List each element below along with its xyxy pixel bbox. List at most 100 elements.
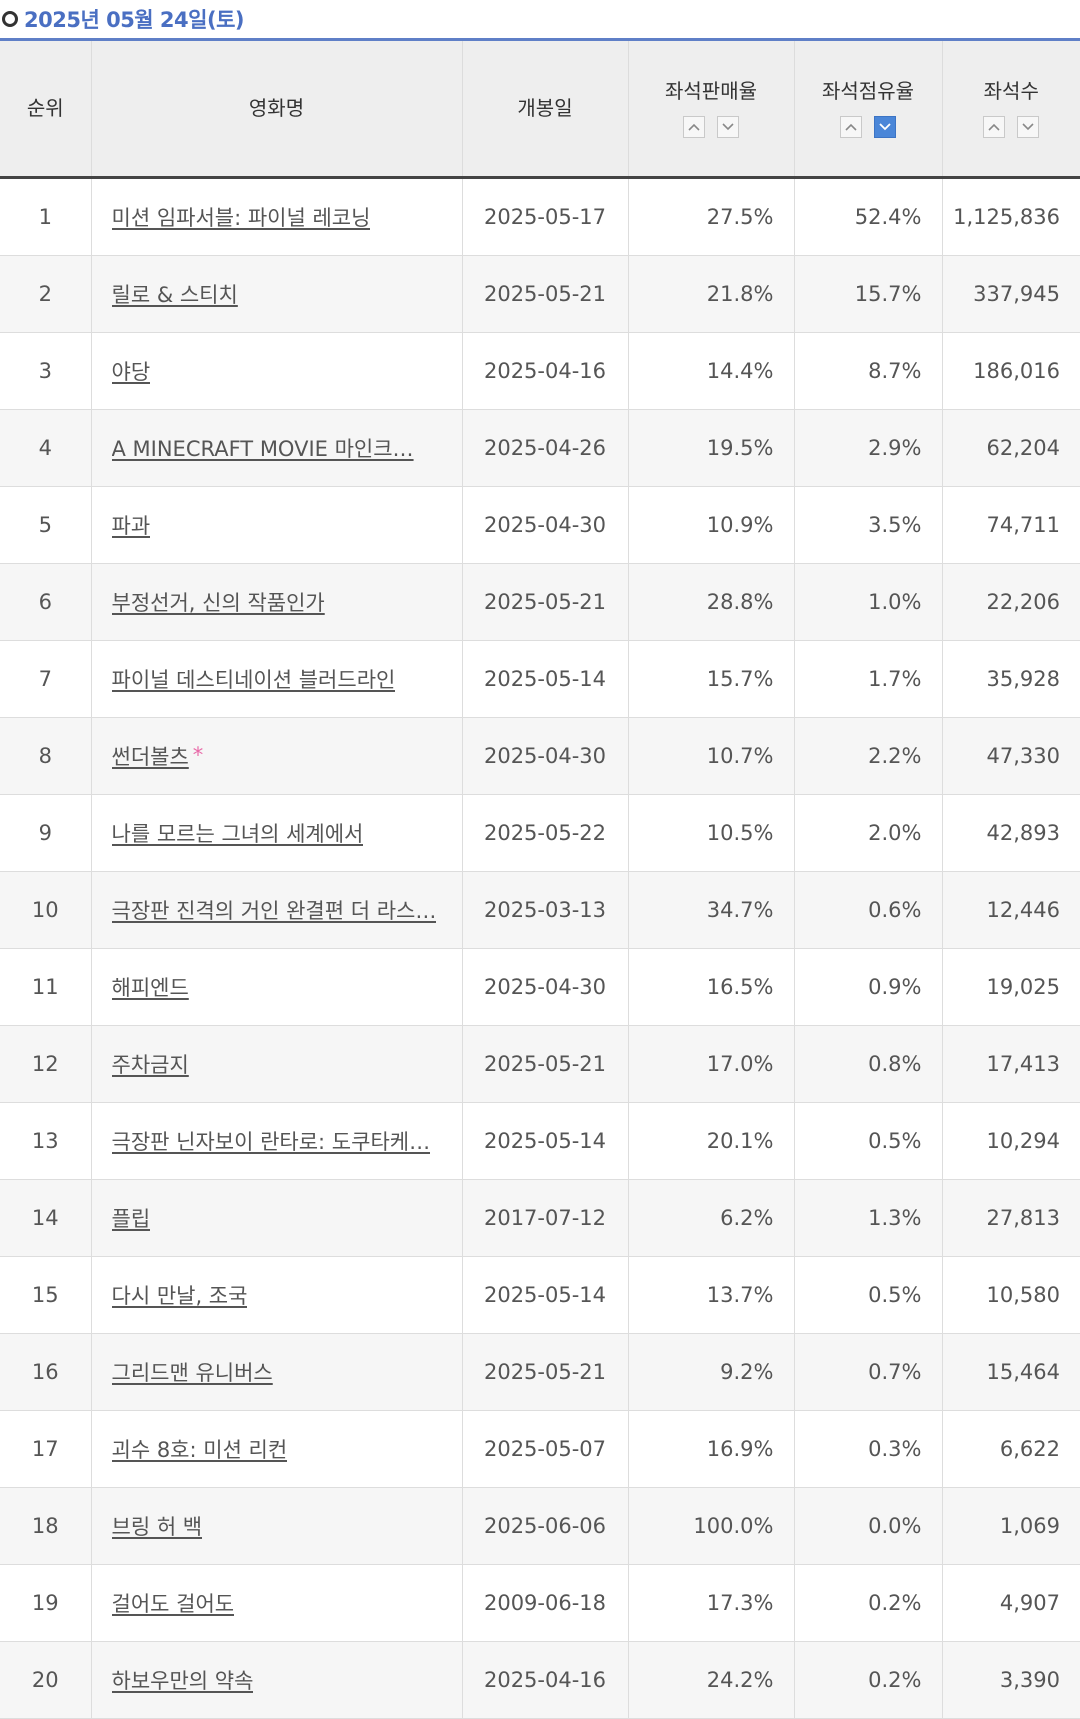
table-header-row: 순위 영화명 개봉일 좌석판매율 좌석점유율 좌석수 [0,41,1080,179]
movie-title-link[interactable]: 썬더볼츠 [111,745,189,769]
sales-rate-cell: 27.5% [628,177,795,256]
table-row: 11 해피엔드 2025-04-30 16.5% 0.9% 19,025 [0,948,1080,1026]
seats-cell: 186,016 [942,332,1080,410]
table-row: 4 A MINECRAFT MOVIE 마인크… 2025-04-26 19.5% 2.… [0,409,1080,487]
share-cell: 0.0% [794,1487,943,1565]
seats-cell: 42,893 [942,794,1080,872]
share-cell: 1.0% [794,563,943,641]
sort-asc-share-button[interactable] [840,116,862,138]
movie-title-link[interactable]: 괴수 8호: 미션 리컨 [111,1438,288,1462]
table-row: 9 나를 모르는 그녀의 세계에서 2025-05-22 10.5% 2.0% 42,89… [0,794,1080,872]
release-date-cell: 2025-04-26 [462,409,629,487]
sales-rate-cell: 17.3% [628,1564,795,1642]
release-date-cell: 2025-03-13 [462,871,629,949]
table-row: 1 미션 임파서블: 파이널 레코닝 2025-05-17 27.5% 52.4% 1,1… [0,177,1080,256]
movie-title-link[interactable]: 부정선거, 신의 작품인가 [111,591,325,615]
title-cell: 다시 만날, 조국 [91,1256,463,1334]
seats-cell: 12,446 [942,871,1080,949]
share-cell: 0.5% [794,1256,943,1334]
movie-title-link[interactable]: 나를 모르는 그녀의 세계에서 [111,822,364,846]
share-cell: 0.6% [794,871,943,949]
seats-cell: 17,413 [942,1025,1080,1103]
movie-title-link[interactable]: 극장판 닌자보이 란타로: 도쿠타케… [111,1130,431,1154]
share-cell: 2.9% [794,409,943,487]
movie-title-link[interactable]: 야당 [111,360,151,384]
sort-desc-share-button[interactable] [874,116,896,138]
chevron-down-icon [1022,123,1034,131]
title-cell: 괴수 8호: 미션 리컨 [91,1410,463,1488]
seats-cell: 3,390 [942,1641,1080,1719]
chevron-down-icon [722,123,734,131]
release-date-cell: 2025-05-22 [462,794,629,872]
release-date-cell: 2025-05-21 [462,563,629,641]
sort-desc-sales-rate-button[interactable] [717,116,739,138]
chevron-up-icon [688,123,700,131]
movie-title-link[interactable]: 플립 [111,1207,151,1231]
table-row: 17 괴수 8호: 미션 리컨 2025-05-07 16.9% 0.3% 6,622 [0,1410,1080,1488]
movie-title-link[interactable]: 다시 만날, 조국 [111,1284,248,1308]
chevron-up-icon [845,123,857,131]
sort-asc-seats-button[interactable] [983,116,1006,138]
table-row: 3 야당 2025-04-16 14.4% 8.7% 186,016 [0,332,1080,410]
table-row: 8 썬더볼츠 * 2025-04-30 10.7% 2.2% 47,330 [0,717,1080,795]
movie-title-link[interactable]: 걸어도 걸어도 [111,1592,235,1616]
seats-cell: 10,580 [942,1256,1080,1334]
sales-rate-cell: 100.0% [628,1487,795,1565]
title-cell: 주차금지 [91,1025,463,1103]
movie-title-link[interactable]: 파이널 데스티네이션 블러드라인 [111,668,396,692]
title-cell: 부정선거, 신의 작품인가 [91,563,463,641]
title-cell: 하보우만의 약속 [91,1641,463,1719]
title-cell: 파이널 데스티네이션 블러드라인 [91,640,463,718]
sort-asc-sales-rate-button[interactable] [683,116,705,138]
movie-title-link[interactable]: 미션 임파서블: 파이널 레코닝 [111,206,371,230]
col-header-seats: 좌석수 [942,41,1080,179]
movie-title-link[interactable]: 해피엔드 [111,976,189,1000]
col-header-title: 영화명 [91,41,463,179]
rank-cell: 5 [0,486,92,564]
sales-rate-cell: 17.0% [628,1025,795,1103]
movie-title-link[interactable]: 극장판 진격의 거인 완결편 더 라스… [111,899,437,923]
title-cell: 썬더볼츠 * [91,717,463,795]
rank-cell: 11 [0,948,92,1026]
movie-title-link[interactable]: A MINECRAFT MOVIE 마인크… [111,437,414,461]
title-cell: 해피엔드 [91,948,463,1026]
sales-rate-cell: 9.2% [628,1333,795,1411]
movie-title-link[interactable]: 브링 허 백 [111,1515,203,1539]
title-cell: 나를 모르는 그녀의 세계에서 [91,794,463,872]
movie-title-link[interactable]: 릴로 & 스티치 [111,283,238,307]
sales-rate-cell: 20.1% [628,1102,795,1180]
title-cell: 걸어도 걸어도 [91,1564,463,1642]
seats-cell: 22,206 [942,563,1080,641]
rank-cell: 1 [0,177,92,256]
movie-title-link[interactable]: 그리드맨 유니버스 [111,1361,273,1385]
col-header-release: 개봉일 [462,41,629,179]
release-date-cell: 2025-04-30 [462,948,629,1026]
col-header-share: 좌석점유율 [794,41,943,179]
title-cell: A MINECRAFT MOVIE 마인크… [91,409,463,487]
release-date-cell: 2025-05-14 [462,1102,629,1180]
release-date-cell: 2025-04-16 [462,332,629,410]
release-date-cell: 2009-06-18 [462,1564,629,1642]
release-date-cell: 2025-04-30 [462,486,629,564]
share-cell: 3.5% [794,486,943,564]
seats-cell: 1,069 [942,1487,1080,1565]
seats-cell: 10,294 [942,1102,1080,1180]
date-header: 2025년 05월 24일(토) [0,0,1080,41]
sales-rate-cell: 19.5% [628,409,795,487]
date-title: 2025년 05월 24일(토) [24,8,245,32]
movie-title-link[interactable]: 주차금지 [111,1053,189,1077]
movie-title-link[interactable]: 하보우만의 약속 [111,1669,254,1693]
release-date-cell: 2025-04-30 [462,717,629,795]
chevron-up-icon [988,123,1000,131]
movie-title-link[interactable]: 파과 [111,514,151,538]
seats-cell: 19,025 [942,948,1080,1026]
rank-cell: 20 [0,1641,92,1719]
seats-cell: 47,330 [942,717,1080,795]
sales-rate-cell: 6.2% [628,1179,795,1257]
share-cell: 2.0% [794,794,943,872]
share-cell: 0.8% [794,1025,943,1103]
star-marker-icon: * [192,743,204,767]
sort-desc-seats-button[interactable] [1017,116,1040,138]
title-cell: 극장판 진격의 거인 완결편 더 라스… [91,871,463,949]
release-date-cell: 2025-05-14 [462,1256,629,1334]
